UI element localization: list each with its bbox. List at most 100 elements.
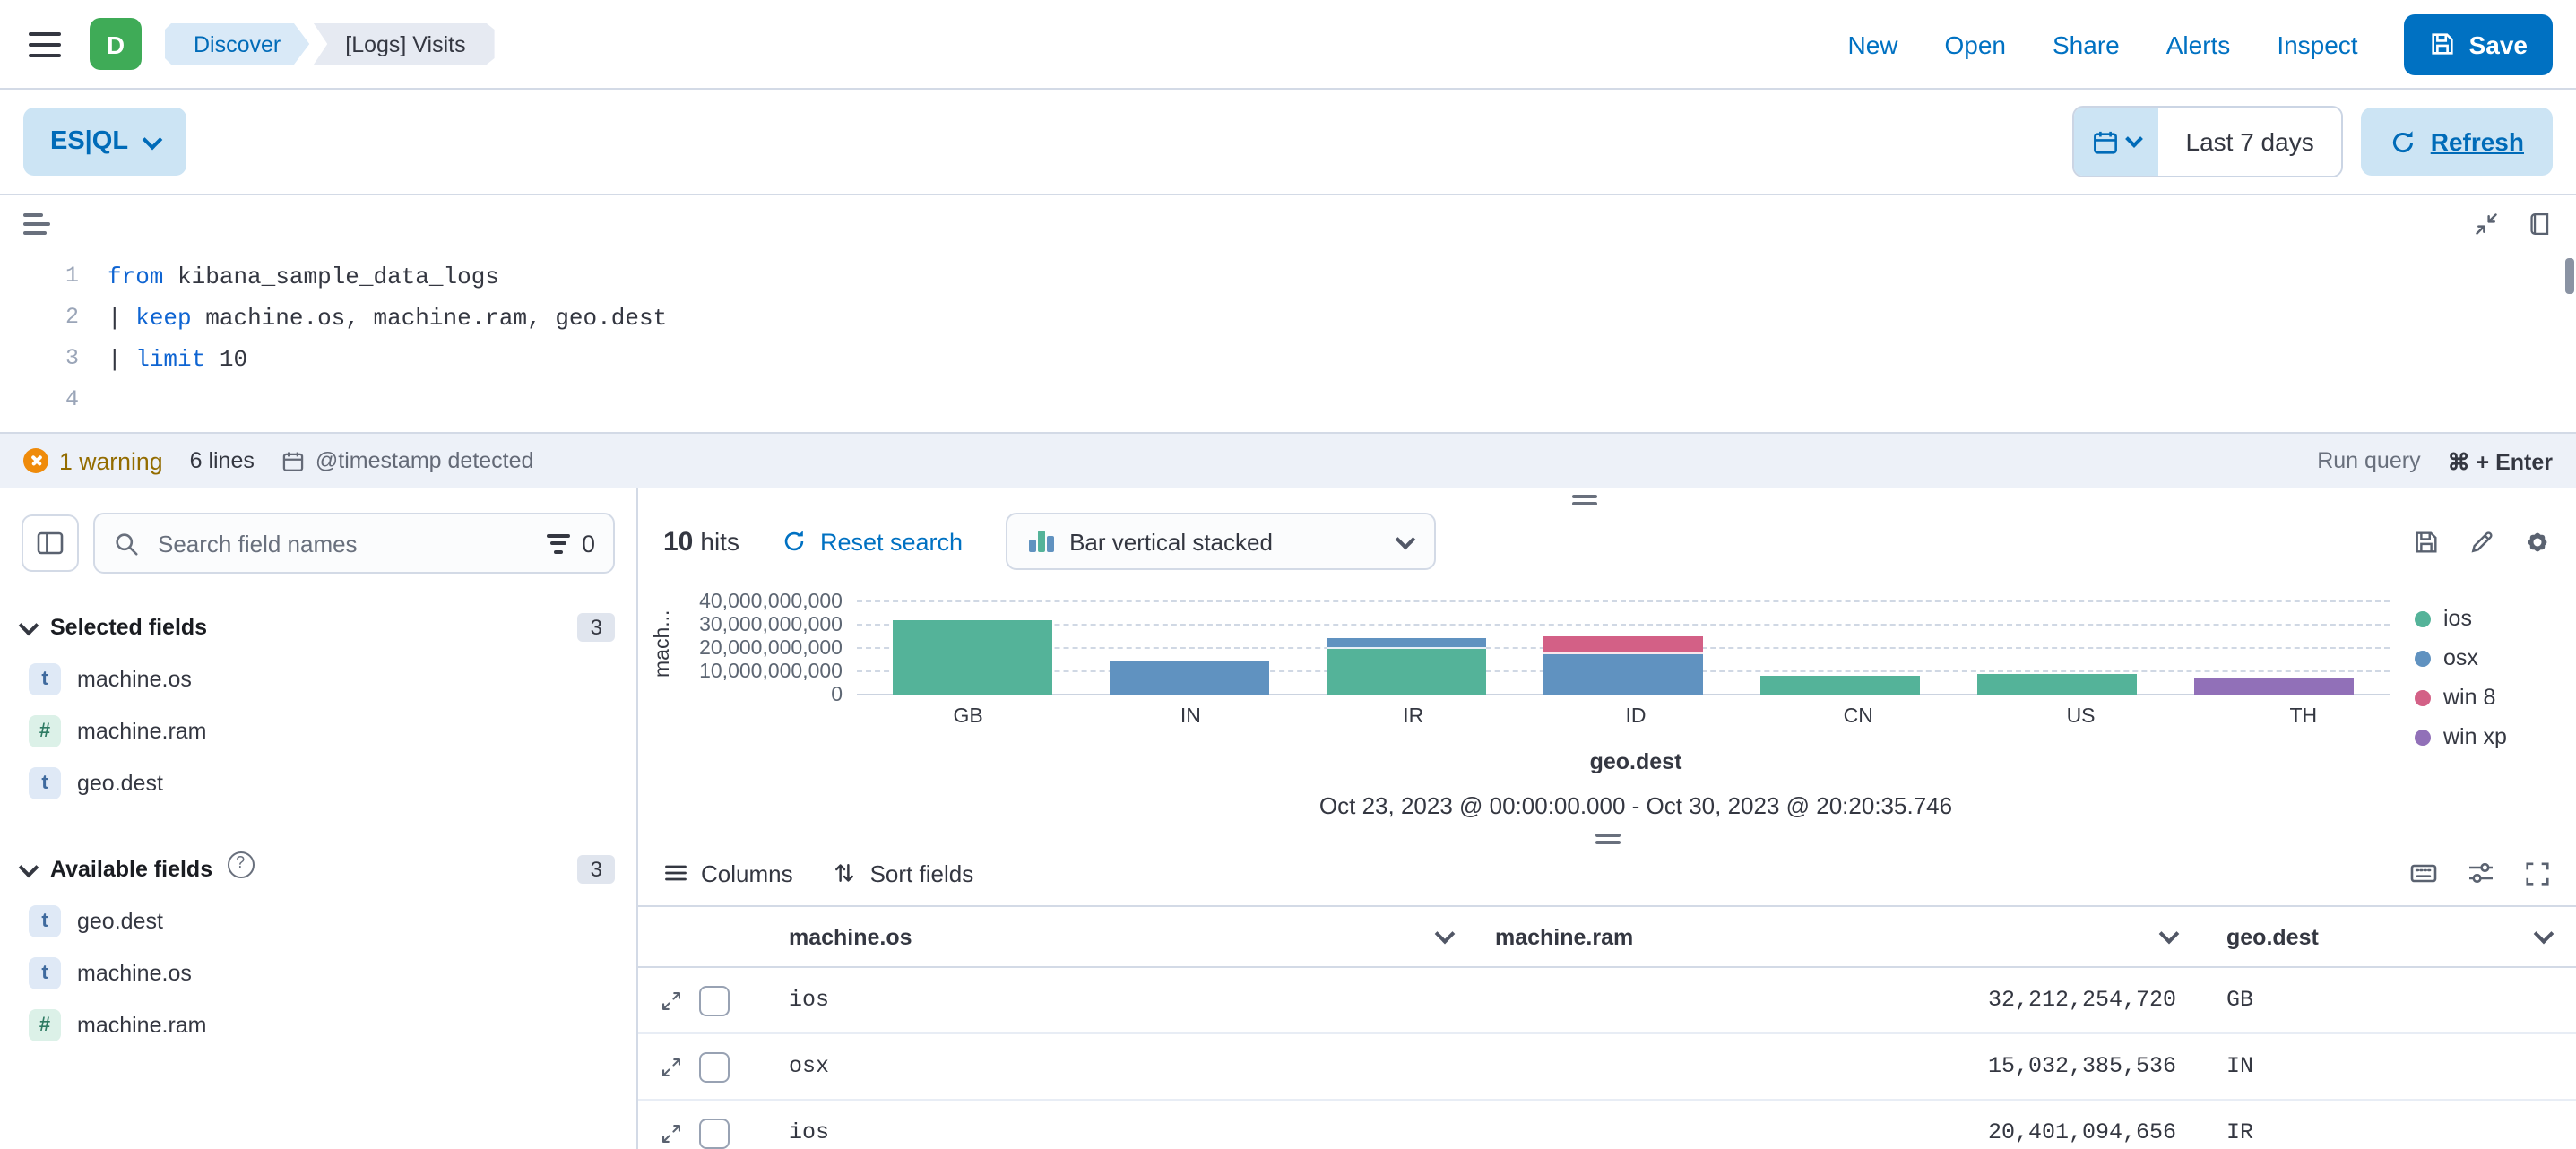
columns-icon: [663, 860, 688, 886]
row-checkbox[interactable]: [699, 1051, 730, 1082]
help-icon: ?: [227, 851, 255, 877]
chart-bar-US[interactable]: [1976, 592, 2138, 695]
y-tick-label: 40,000,000,000: [699, 592, 843, 614]
menu-hamburger-icon[interactable]: [23, 26, 66, 62]
available-count-badge: 3: [577, 855, 615, 884]
display-options-icon[interactable]: [2467, 859, 2495, 887]
bar-segment-win-xp[interactable]: [2193, 677, 2355, 695]
field-item[interactable]: t machine.os: [22, 652, 615, 704]
edit-visualization-icon[interactable]: [2468, 528, 2495, 555]
field-item[interactable]: t geo.dest: [22, 756, 615, 808]
chevron-down-icon[interactable]: [2158, 923, 2180, 945]
save-icon: [2430, 30, 2457, 57]
field-item[interactable]: # machine.ram: [22, 704, 615, 756]
cell-machine-ram: 32,212,254,720: [1987, 988, 2176, 1013]
expand-row-icon[interactable]: [660, 1055, 683, 1078]
refresh-icon: [2390, 128, 2416, 155]
legend-item[interactable]: win 8: [2415, 685, 2565, 710]
date-range-button[interactable]: Last 7 days: [2158, 108, 2341, 176]
column-header[interactable]: geo.dest: [2226, 924, 2319, 949]
column-header[interactable]: machine.os: [789, 924, 912, 949]
space-avatar[interactable]: D: [90, 18, 142, 70]
reset-search-button[interactable]: Reset search: [782, 528, 963, 555]
row-checkbox[interactable]: [699, 1118, 730, 1148]
inspect-link[interactable]: Inspect: [2277, 30, 2358, 58]
field-item[interactable]: t machine.os: [22, 946, 615, 998]
bar-segment-ios[interactable]: [892, 620, 1053, 695]
x-tick-label: IR: [1403, 706, 1424, 728]
share-link[interactable]: Share: [2053, 30, 2120, 58]
legend-item[interactable]: ios: [2415, 606, 2565, 631]
chart-type-select[interactable]: Bar vertical stacked: [1006, 513, 1437, 570]
breadcrumb-current-page[interactable]: [Logs] Visits: [313, 22, 494, 65]
save-visualization-icon[interactable]: [2413, 528, 2440, 555]
bar-segment-osx[interactable]: [1543, 654, 1704, 695]
chevron-down-icon: [141, 128, 162, 150]
new-link[interactable]: New: [1847, 30, 1898, 58]
chart-bar-CN[interactable]: [1759, 592, 1921, 695]
breadcrumb-discover[interactable]: Discover: [165, 22, 309, 65]
refresh-button[interactable]: Refresh: [2360, 108, 2553, 176]
editor-code-area[interactable]: 1 from kibana_sample_data_logs 2 | keep …: [0, 253, 2576, 432]
editor-scrollbar[interactable]: [2565, 258, 2574, 294]
open-link[interactable]: Open: [1944, 30, 2007, 58]
legend-item[interactable]: win xp: [2415, 724, 2565, 749]
search-input[interactable]: [154, 528, 532, 558]
code-line: 4: [65, 387, 79, 412]
chart-bar-GB[interactable]: [892, 592, 1053, 695]
bar-segment-osx[interactable]: [1326, 638, 1487, 649]
keyword-token-icon: t: [29, 904, 61, 937]
bar-segment-ios[interactable]: [1759, 676, 1921, 695]
chevron-down-icon[interactable]: [1434, 923, 1456, 945]
collapse-editor-icon[interactable]: [2474, 212, 2499, 237]
esql-mode-button[interactable]: ES|QL: [23, 108, 186, 176]
legend-item[interactable]: osx: [2415, 645, 2565, 670]
keyboard-shortcuts-icon[interactable]: [2409, 859, 2438, 887]
row-checkbox[interactable]: [699, 985, 730, 1015]
editor-footer: 1 warning 6 lines @timestamp detected Ru…: [0, 432, 2576, 488]
field-item[interactable]: t geo.dest: [22, 894, 615, 946]
chart-plot-area[interactable]: [857, 592, 2390, 695]
chevron-down-icon: [2125, 130, 2144, 148]
sort-fields-button[interactable]: Sort fields: [833, 860, 973, 886]
chart-bar-IR[interactable]: [1326, 592, 1487, 695]
expand-row-icon[interactable]: [660, 1121, 683, 1145]
warnings-button[interactable]: 1 warning: [23, 447, 163, 474]
x-tick-label: TH: [2289, 706, 2318, 728]
fields-sidebar: 0 Selected fields 3 t machine.os # machi…: [0, 488, 638, 1149]
fullscreen-icon[interactable]: [2524, 860, 2551, 886]
warning-icon: [23, 448, 48, 473]
filter-icon: [546, 533, 570, 553]
expand-row-icon[interactable]: [660, 989, 683, 1012]
y-axis-labels: 0 10,000,000,000 20,000,000,000 30,000,000,…: [678, 592, 857, 706]
bar-segment-ios[interactable]: [1326, 648, 1487, 695]
bar-segment-win-8[interactable]: [1543, 636, 1704, 655]
panel-resize-handle[interactable]: [1569, 491, 1601, 509]
panel-resize-handle[interactable]: [1591, 830, 1623, 848]
legend-dot: [2415, 650, 2431, 666]
save-button[interactable]: Save: [2404, 13, 2553, 74]
y-tick-label: 30,000,000,000: [699, 615, 843, 637]
chart-bar-IN[interactable]: [1109, 592, 1270, 695]
legend-dot: [2415, 729, 2431, 745]
bar-segment-osx[interactable]: [1109, 661, 1270, 695]
documentation-icon[interactable]: [2528, 212, 2553, 237]
chevron-down-icon[interactable]: [2533, 923, 2554, 945]
gear-icon[interactable]: [2524, 528, 2551, 555]
date-quick-select-button[interactable]: [2074, 108, 2159, 176]
column-header[interactable]: machine.ram: [1495, 924, 1634, 949]
field-item[interactable]: # machine.ram: [22, 998, 615, 1050]
field-filter-button[interactable]: 0: [546, 530, 595, 557]
alerts-link[interactable]: Alerts: [2165, 30, 2231, 58]
bar-segment-ios[interactable]: [1976, 673, 2138, 695]
collapse-sidebar-icon[interactable]: [22, 514, 79, 572]
columns-button[interactable]: Columns: [663, 860, 793, 886]
gridline: [857, 600, 2390, 603]
code-line: 1 from kibana_sample_data_logs: [65, 263, 499, 290]
selected-fields-accordion[interactable]: Selected fields 3: [18, 613, 615, 642]
esql-editor[interactable]: 1 from kibana_sample_data_logs 2 | keep …: [0, 194, 2576, 488]
available-fields-accordion[interactable]: Available fields ? 3: [18, 851, 615, 884]
chart-bar-TH[interactable]: [2193, 592, 2355, 695]
chart-bar-ID[interactable]: [1543, 592, 1704, 695]
